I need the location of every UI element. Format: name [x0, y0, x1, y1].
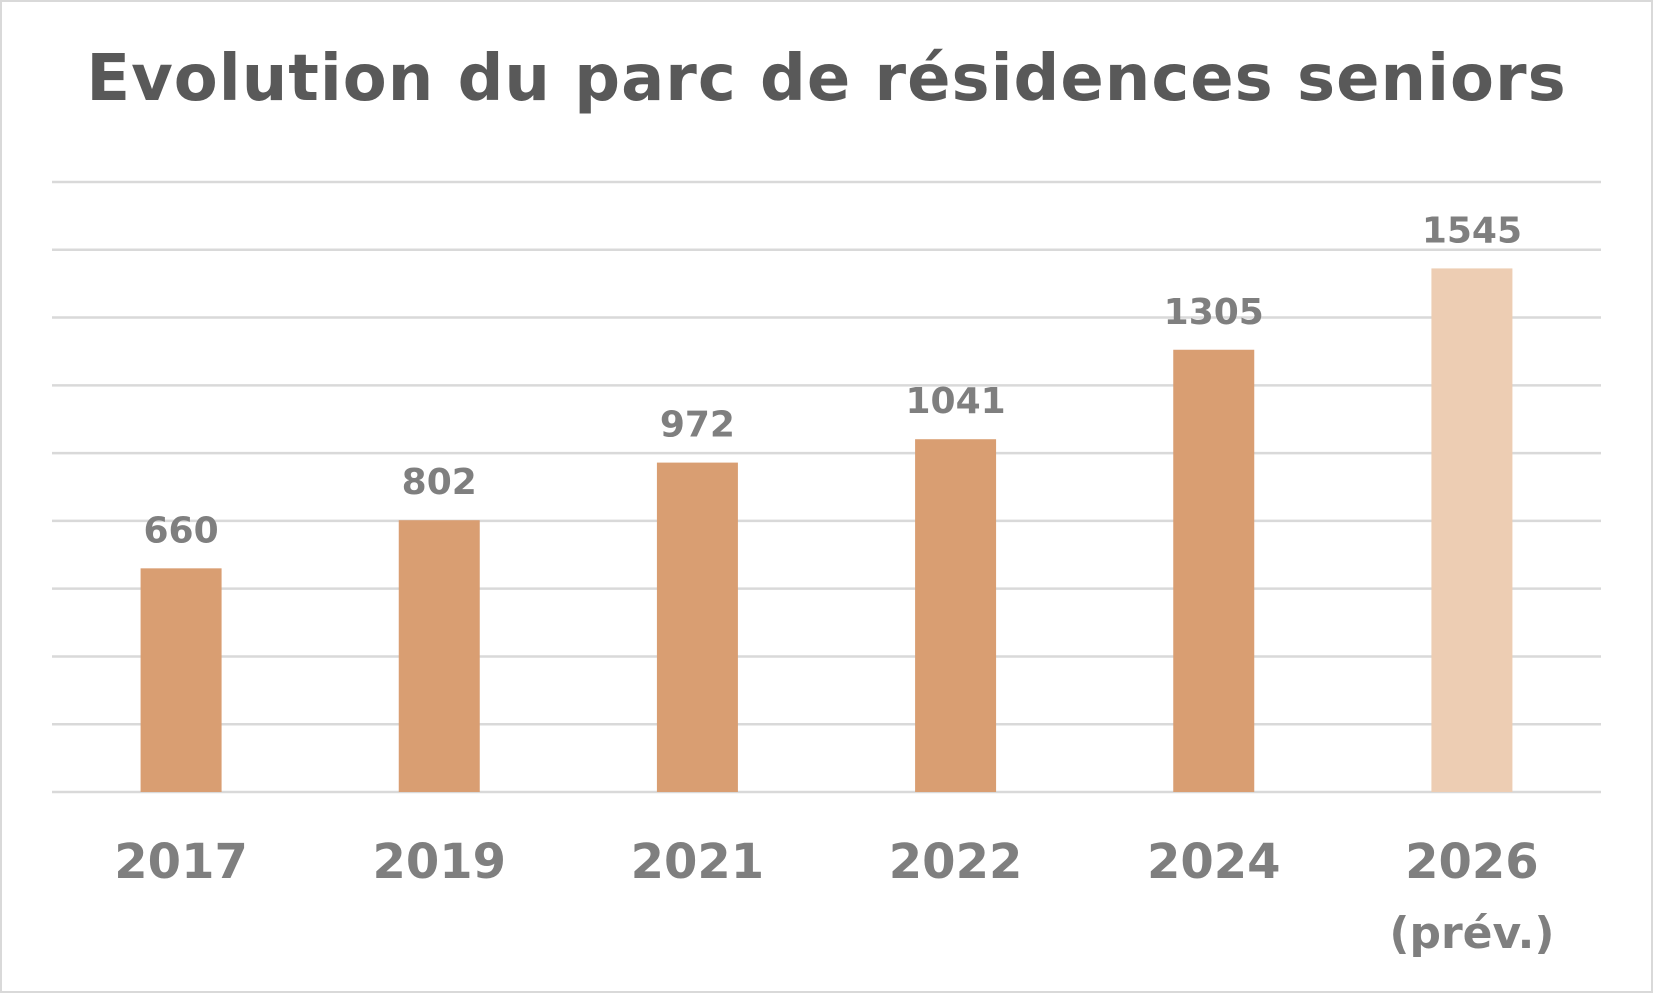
chart-title: Evolution du parc de résidences seniors	[86, 42, 1567, 116]
bar-2026	[1431, 268, 1513, 793]
bar-2019	[398, 520, 480, 792]
data-label-2026: 1545	[1422, 210, 1522, 251]
x-tick-label-2017: 2017	[114, 834, 248, 890]
bars	[140, 268, 1513, 793]
x-axis-labels: 2017 2019 2021 2022 2024 2026 (prév.)	[114, 834, 1554, 959]
x-tick-label-2021: 2021	[631, 834, 765, 890]
x-tick-label-2022: 2022	[889, 834, 1023, 890]
x-tick-sublabel-2026: (prév.)	[1389, 908, 1554, 959]
x-tick-label-2024: 2024	[1147, 834, 1281, 890]
data-label-2022: 1041	[905, 381, 1005, 422]
value-labels: 660 802 972 1041 1305 1545	[144, 210, 1523, 551]
bar-2024	[1173, 349, 1255, 792]
x-tick-label-2026: 2026	[1405, 834, 1539, 890]
bar-2017	[140, 568, 222, 792]
x-tick-label-2019: 2019	[372, 834, 506, 890]
data-label-2017: 660	[144, 510, 219, 551]
data-label-2021: 972	[660, 405, 735, 446]
bar-2022	[915, 439, 997, 792]
data-label-2019: 802	[402, 462, 477, 503]
data-label-2024: 1305	[1164, 292, 1264, 333]
bar-2021	[656, 462, 738, 792]
gridlines	[52, 180, 1601, 794]
